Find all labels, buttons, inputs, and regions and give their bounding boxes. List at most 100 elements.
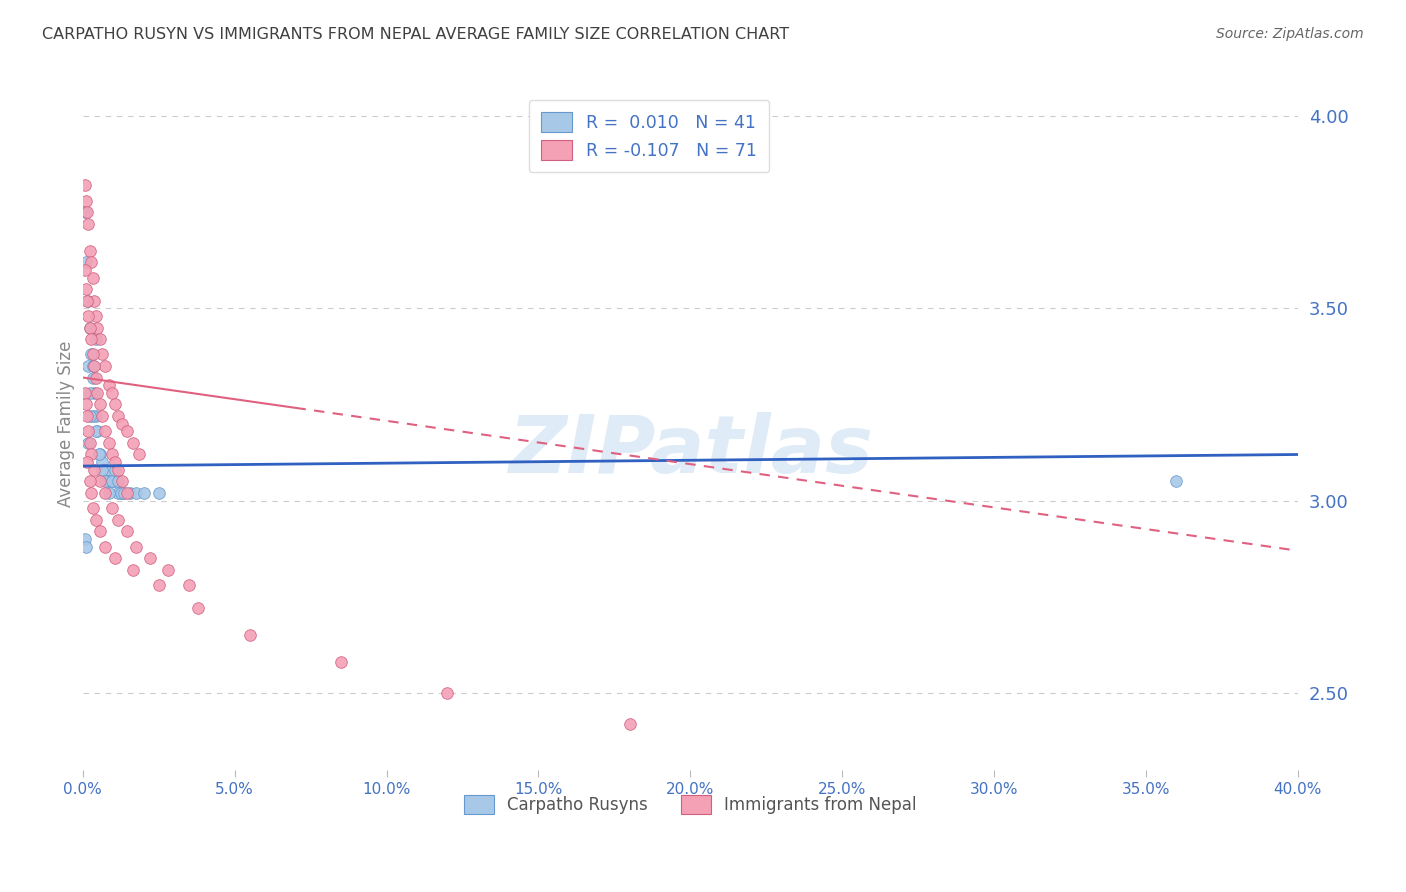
Text: Source: ZipAtlas.com: Source: ZipAtlas.com	[1216, 27, 1364, 41]
Point	[77, 436, 100, 450]
Point	[93, 540, 115, 554]
Point	[112, 486, 135, 500]
Text: ZIPatlas: ZIPatlas	[508, 412, 873, 491]
Point	[82, 370, 104, 384]
Point	[90, 347, 112, 361]
Point	[75, 386, 97, 401]
Point	[89, 397, 111, 411]
Point	[115, 425, 138, 439]
Point	[125, 540, 148, 554]
Point	[100, 475, 122, 489]
Point	[84, 370, 107, 384]
Point	[82, 347, 104, 361]
Point	[132, 486, 155, 500]
Point	[156, 563, 179, 577]
Point	[107, 409, 129, 423]
Point	[77, 309, 100, 323]
Point	[82, 501, 104, 516]
Point	[93, 475, 115, 489]
Point	[107, 486, 129, 500]
Point	[90, 463, 112, 477]
Legend: Carpatho Rusyns, Immigrants from Nepal: Carpatho Rusyns, Immigrants from Nepal	[454, 785, 927, 824]
Point	[104, 455, 127, 469]
Point	[436, 686, 458, 700]
Point	[77, 293, 100, 308]
Point	[79, 475, 101, 489]
Point	[93, 425, 115, 439]
Point	[77, 217, 100, 231]
Point	[90, 455, 112, 469]
Point	[84, 309, 107, 323]
Point	[107, 475, 129, 489]
Point	[93, 359, 115, 373]
Point	[118, 486, 141, 500]
Point	[187, 601, 209, 615]
Point	[100, 501, 122, 516]
Point	[75, 205, 97, 219]
Point	[115, 524, 138, 539]
Point	[79, 409, 101, 423]
Point	[83, 359, 105, 373]
Point	[619, 716, 641, 731]
Point	[79, 386, 101, 401]
Point	[80, 332, 103, 346]
Point	[89, 524, 111, 539]
Point	[89, 332, 111, 346]
Point	[148, 578, 170, 592]
Point	[122, 436, 145, 450]
Point	[79, 436, 101, 450]
Point	[107, 513, 129, 527]
Point	[79, 320, 101, 334]
Point	[97, 486, 120, 500]
Point	[76, 205, 98, 219]
Point	[148, 486, 170, 500]
Point	[104, 397, 127, 411]
Point	[76, 282, 98, 296]
Point	[76, 540, 98, 554]
Point	[100, 475, 122, 489]
Point	[80, 347, 103, 361]
Point	[87, 448, 110, 462]
Point	[79, 320, 101, 334]
Point	[76, 455, 98, 469]
Point	[104, 475, 127, 489]
Point	[82, 359, 104, 373]
Point	[80, 255, 103, 269]
Point	[330, 655, 353, 669]
Point	[83, 293, 105, 308]
Point	[84, 425, 107, 439]
Point	[76, 194, 98, 208]
Point	[86, 425, 108, 439]
Point	[111, 417, 134, 431]
Point	[76, 397, 98, 411]
Point	[179, 578, 201, 592]
Point	[84, 513, 107, 527]
Point	[82, 409, 104, 423]
Point	[86, 386, 108, 401]
Point	[79, 244, 101, 258]
Text: CARPATHO RUSYN VS IMMIGRANTS FROM NEPAL AVERAGE FAMILY SIZE CORRELATION CHART: CARPATHO RUSYN VS IMMIGRANTS FROM NEPAL …	[42, 27, 789, 42]
Point	[104, 463, 127, 477]
Point	[93, 486, 115, 500]
Point	[82, 270, 104, 285]
Point	[115, 486, 138, 500]
Point	[125, 486, 148, 500]
Point	[75, 262, 97, 277]
Point	[90, 409, 112, 423]
Point	[75, 178, 97, 193]
Point	[89, 448, 111, 462]
Point	[111, 486, 134, 500]
Point	[84, 409, 107, 423]
Point	[83, 463, 105, 477]
Point	[83, 386, 105, 401]
Point	[75, 532, 97, 546]
Point	[107, 463, 129, 477]
Point	[76, 409, 98, 423]
Point	[76, 293, 98, 308]
Point	[122, 563, 145, 577]
Point	[97, 436, 120, 450]
Point	[111, 475, 134, 489]
Point	[110, 486, 132, 500]
Point	[138, 551, 160, 566]
Point	[97, 475, 120, 489]
